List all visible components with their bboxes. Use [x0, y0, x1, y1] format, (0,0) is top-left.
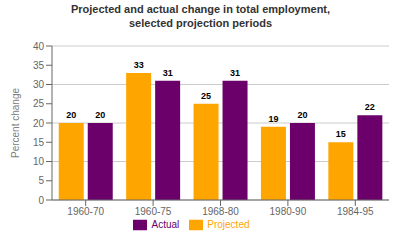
svg-text:19: 19 — [268, 114, 278, 124]
svg-text:1980-90: 1980-90 — [270, 206, 307, 217]
svg-text:1960-75: 1960-75 — [135, 206, 172, 217]
svg-text:30: 30 — [33, 79, 45, 90]
svg-text:40: 40 — [33, 41, 45, 52]
svg-text:Percent change: Percent change — [10, 88, 21, 158]
svg-text:31: 31 — [163, 68, 173, 78]
html-text:Projected and actual change in: Projected and actual change in total emp… — [70, 3, 331, 15]
svg-text:1984-95: 1984-95 — [337, 206, 374, 217]
html-text:Projected: Projected — [207, 218, 250, 230]
svg-text:5: 5 — [38, 175, 44, 186]
svg-text:1968-80: 1968-80 — [202, 206, 239, 217]
html-text:selected projection periods: selected projection periods — [129, 17, 272, 29]
svg-text:25: 25 — [201, 91, 211, 101]
svg-text:25: 25 — [33, 98, 45, 109]
svg-text:20: 20 — [66, 110, 76, 120]
svg-text:15: 15 — [33, 137, 45, 148]
svg-text:33: 33 — [134, 60, 144, 70]
svg-text:20: 20 — [95, 110, 105, 120]
svg-text:20: 20 — [297, 110, 307, 120]
svg-text:20: 20 — [33, 118, 45, 129]
svg-text:15: 15 — [336, 129, 346, 139]
svg-text:0: 0 — [38, 195, 44, 206]
svg-text:31: 31 — [230, 68, 240, 78]
svg-text:1960-70: 1960-70 — [67, 206, 104, 217]
svg-text:22: 22 — [365, 102, 375, 112]
svg-text:35: 35 — [33, 60, 45, 71]
html-text:Actual: Actual — [151, 218, 180, 230]
svg-text:10: 10 — [33, 156, 45, 167]
